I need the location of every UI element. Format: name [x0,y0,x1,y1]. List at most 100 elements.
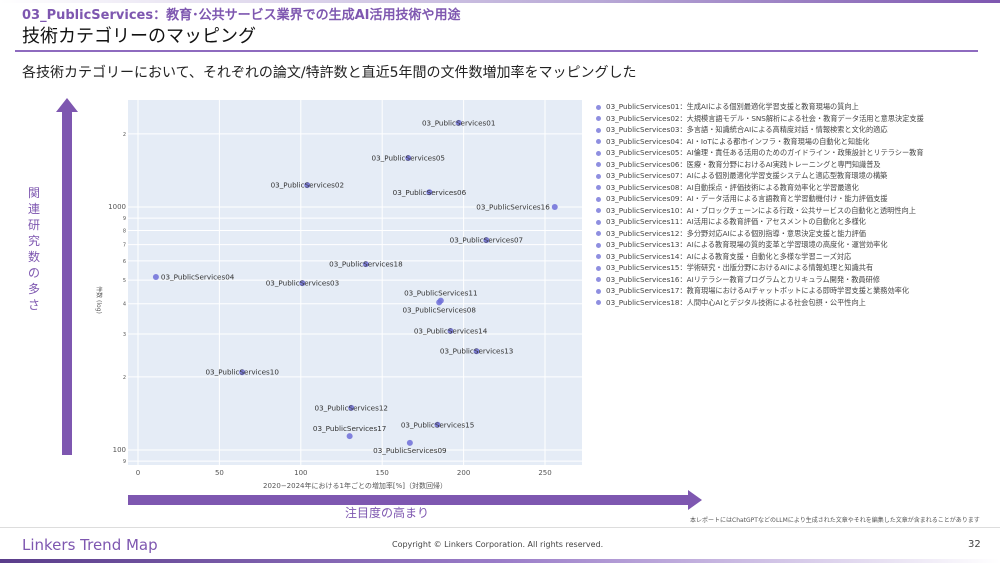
legend-marker-icon [596,185,601,190]
y-tick-label: 6 [123,259,126,265]
legend-label: 03_PublicServices16：AIリテラシー教育プログラムとカリキュラ… [606,274,880,284]
y-tick-label: 9 [123,216,126,222]
data-label: 03_PublicServices10 [205,368,279,377]
data-label: 03_PublicServices03 [266,279,339,288]
y-tick-label: 7 [123,243,126,249]
legend-marker-icon [596,242,601,248]
legend-label: 03_PublicServices06：医療・教育分野におけるAI実践トレーニン… [606,159,881,169]
data-point [304,182,311,189]
section-subtitle: 03_PublicServices：教育･公共サービス業界での生成AI活用技術や… [22,8,461,23]
legend-label: 03_PublicServices01：生成AIによる個別最適化学習支援と教育現… [606,102,859,111]
data-point [346,433,353,440]
data-label: 03_PublicServices09 [373,446,447,455]
data-label: 03_PublicServices06 [393,188,467,197]
legend-marker-icon [596,173,601,179]
bottom-accent-bar [0,559,1000,563]
legend-label: 03_PublicServices13：AIによる教育現場の質的変革と学習環境の… [606,240,888,249]
brand-logo: Linkers Trend Map [22,536,158,554]
y-tick-label: 8 [123,229,126,235]
top-accent-bar [0,0,1000,3]
data-point [348,404,355,411]
data-label: 03_PublicServices15 [401,420,474,429]
y-tick-label: 9 [123,459,126,465]
y-tick-label: 100 [113,446,126,454]
y-tick-label: 2 [123,132,126,138]
legend-item: 03_PublicServices01：生成AIによる個別最適化学習支援と教育現… [596,101,924,113]
legend-label: 03_PublicServices15：学術研究・出版分野におけるAIによる情報… [606,263,874,272]
page-description: 各技術カテゴリーにおいて、それぞれの論文/特許数と直近5年間の文件数増加率をマッ… [22,65,637,81]
data-point [299,280,306,287]
legend-item: 03_PublicServices03：多言語・知識統合AIによる高精度対話・情… [596,124,924,136]
legend-item: 03_PublicServices09：AI・データ活用による言語教育と学習動機… [596,193,924,205]
data-point [437,297,444,304]
title-divider [15,50,978,52]
y-tick-label: 1000 [108,203,126,211]
legend-item: 03_PublicServices11：AI活用による教育評価・アセスメントの自… [596,216,924,228]
data-point [455,119,462,126]
legend-marker-icon [596,231,601,236]
data-point [152,274,159,281]
x-tick-label: 150 [376,469,389,477]
legend-marker-icon [596,265,601,271]
y-arrow [56,98,78,455]
legend-marker-icon [596,127,601,133]
legend-label: 03_PublicServices05：AI倫理・責任ある活用のためのガイドライ… [606,148,924,157]
plot-background [128,100,582,465]
data-point [426,189,433,196]
legend-item: 03_PublicServices12：多分野対応AIによる個別指導・意思決定支… [596,228,924,240]
legend-label: 03_PublicServices04：AI・IoTによる都市インフラ・教育現場… [606,136,870,146]
legend-marker-icon [596,196,601,202]
data-point [473,348,480,355]
legend-item: 03_PublicServices06：医療・教育分野におけるAI実践トレーニン… [596,159,924,171]
legend-item: 03_PublicServices16：AIリテラシー教育プログラムとカリキュラ… [596,274,924,286]
legend-item: 03_PublicServices13：AIによる教育現場の質的変革と学習環境の… [596,239,924,251]
legend-label: 03_PublicServices08：AI自動採点・評価技術による教育効率化と… [606,182,859,192]
data-point [362,261,369,268]
data-point [447,327,454,334]
data-point [551,204,558,210]
page-number: 32 [968,539,981,550]
legend-label: 03_PublicServices14：AIによる教育支援・自動化と多様な学習ニ… [606,251,852,261]
data-point [406,439,413,446]
data-point [483,237,490,244]
data-label: 03_PublicServices18 [329,260,403,269]
data-label: 03_PublicServices16 [476,203,550,212]
legend-marker-icon [596,288,601,294]
data-label: 03_PublicServices12 [315,403,388,412]
legend-item: 03_PublicServices15：学術研究・出版分野におけるAIによる情報… [596,262,924,274]
data-label: 03_PublicServices08 [402,305,476,314]
data-label: 03_PublicServices05 [372,154,445,163]
copyright: Copyright © Linkers Corporation. All rig… [392,540,604,549]
y-arrow-label: 関連研究数の多さ [28,186,41,312]
legend-item: 03_PublicServices05：AI倫理・責任ある活用のためのガイドライ… [596,147,924,159]
y-axis-label: 件数 (log) [95,286,103,314]
data-label: 03_PublicServices17 [313,424,386,433]
legend-marker-icon [596,162,601,167]
legend-label: 03_PublicServices18：人間中心AIとデジタル技術による社会包摂… [606,297,866,307]
x-arrow [128,490,702,510]
legend-marker-icon [596,150,601,156]
x-axis-label: 2020−2024年における1年ごとの増加率[%]（対数回帰） [263,481,447,490]
legend-marker-icon [596,104,601,110]
legend-item: 03_PublicServices04：AI・IoTによる都市インフラ・教育現場… [596,136,924,148]
x-tick-label: 200 [457,469,470,477]
legend-marker-icon [596,254,601,259]
x-tick-label: 100 [294,469,307,477]
legend-marker-icon [596,116,601,121]
legend-label: 03_PublicServices07：AIによる個別最適化学習支援システムと適… [606,171,888,180]
footer-divider [0,527,1000,528]
chart-legend: 03_PublicServices01：生成AIによる個別最適化学習支援と教育現… [596,101,924,308]
legend-item: 03_PublicServices02：大規模言語モデル・SNS解析による社会・… [596,113,924,125]
legend-label: 03_PublicServices10：AI・ブロックチェーンによる行政・公共サ… [606,205,916,215]
legend-item: 03_PublicServices14：AIによる教育支援・自動化と多様な学習ニ… [596,251,924,263]
data-point [434,421,441,428]
y-tick-label: 3 [123,332,126,338]
legend-label: 03_PublicServices11：AI活用による教育評価・アセスメントの自… [606,217,866,226]
data-label: 03_PublicServices01 [422,118,495,127]
data-point [405,155,412,162]
legend-item: 03_PublicServices08：AI自動採点・評価技術による教育効率化と… [596,182,924,194]
x-arrow-label: 注目度の高まり [345,506,430,520]
legend-marker-icon [596,219,601,225]
x-tick-label: 0 [136,469,140,477]
